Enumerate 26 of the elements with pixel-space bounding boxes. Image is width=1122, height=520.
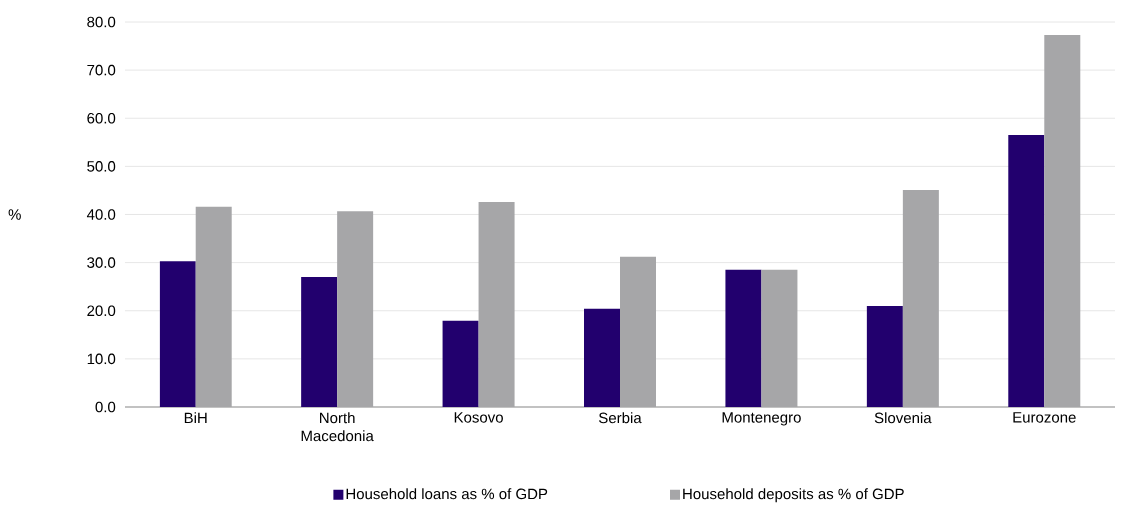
y-tick-label: 20.0 xyxy=(87,305,116,317)
bar xyxy=(442,320,479,407)
legend-label: Household deposits as % of GDP xyxy=(683,488,904,503)
bar xyxy=(1008,135,1045,407)
x-tick-label: Slovenia xyxy=(874,412,932,424)
bar xyxy=(866,305,903,407)
bar xyxy=(301,277,338,407)
legend-label: Household loans as % of GDP xyxy=(346,488,548,500)
x-tick-label: North Macedonia xyxy=(301,412,374,442)
x-tick-label: Eurozone xyxy=(1013,412,1076,423)
x-tick-label: Kosovo xyxy=(454,412,503,423)
x-tick-label: Montenegro xyxy=(722,412,801,426)
x-tick-label: BiH xyxy=(184,412,207,424)
y-tick-label: 50.0 xyxy=(87,161,116,172)
bar xyxy=(584,308,620,407)
y-tick-label: 40.0 xyxy=(86,209,116,220)
x-tick-label: Serbia xyxy=(599,412,642,424)
y-tick-label: 30.0 xyxy=(87,257,116,268)
y-tick-label: 60.0 xyxy=(87,112,116,124)
y-tick-label: 80.0 xyxy=(87,16,116,28)
y-tick-label: 0.0 xyxy=(95,401,116,413)
y-tick-label: 10.0 xyxy=(87,353,116,365)
bar xyxy=(725,269,762,407)
y-tick-label: 70.0 xyxy=(87,64,116,76)
y-axis-title: % xyxy=(8,209,21,220)
bar xyxy=(159,261,196,407)
